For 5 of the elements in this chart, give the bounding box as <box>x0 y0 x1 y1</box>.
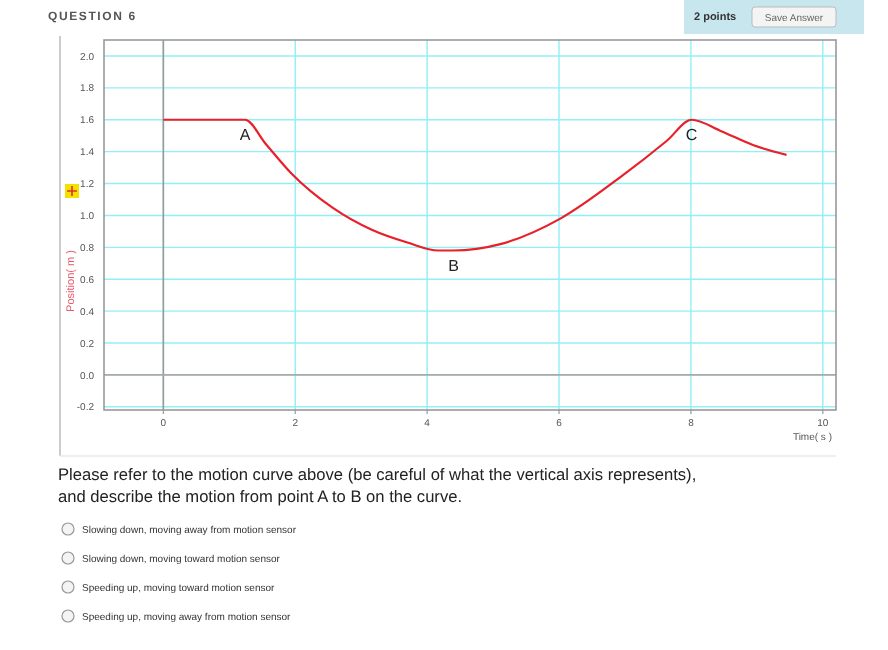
annotation: C <box>685 125 698 144</box>
line-series <box>162 118 788 252</box>
annotation: B <box>448 256 459 275</box>
text: Please refer to the motion curve above (be careful of what the vertical axis represents), and describe the motion from point A to B on the curve. <box>58 464 697 506</box>
annotation: A <box>239 125 252 144</box>
